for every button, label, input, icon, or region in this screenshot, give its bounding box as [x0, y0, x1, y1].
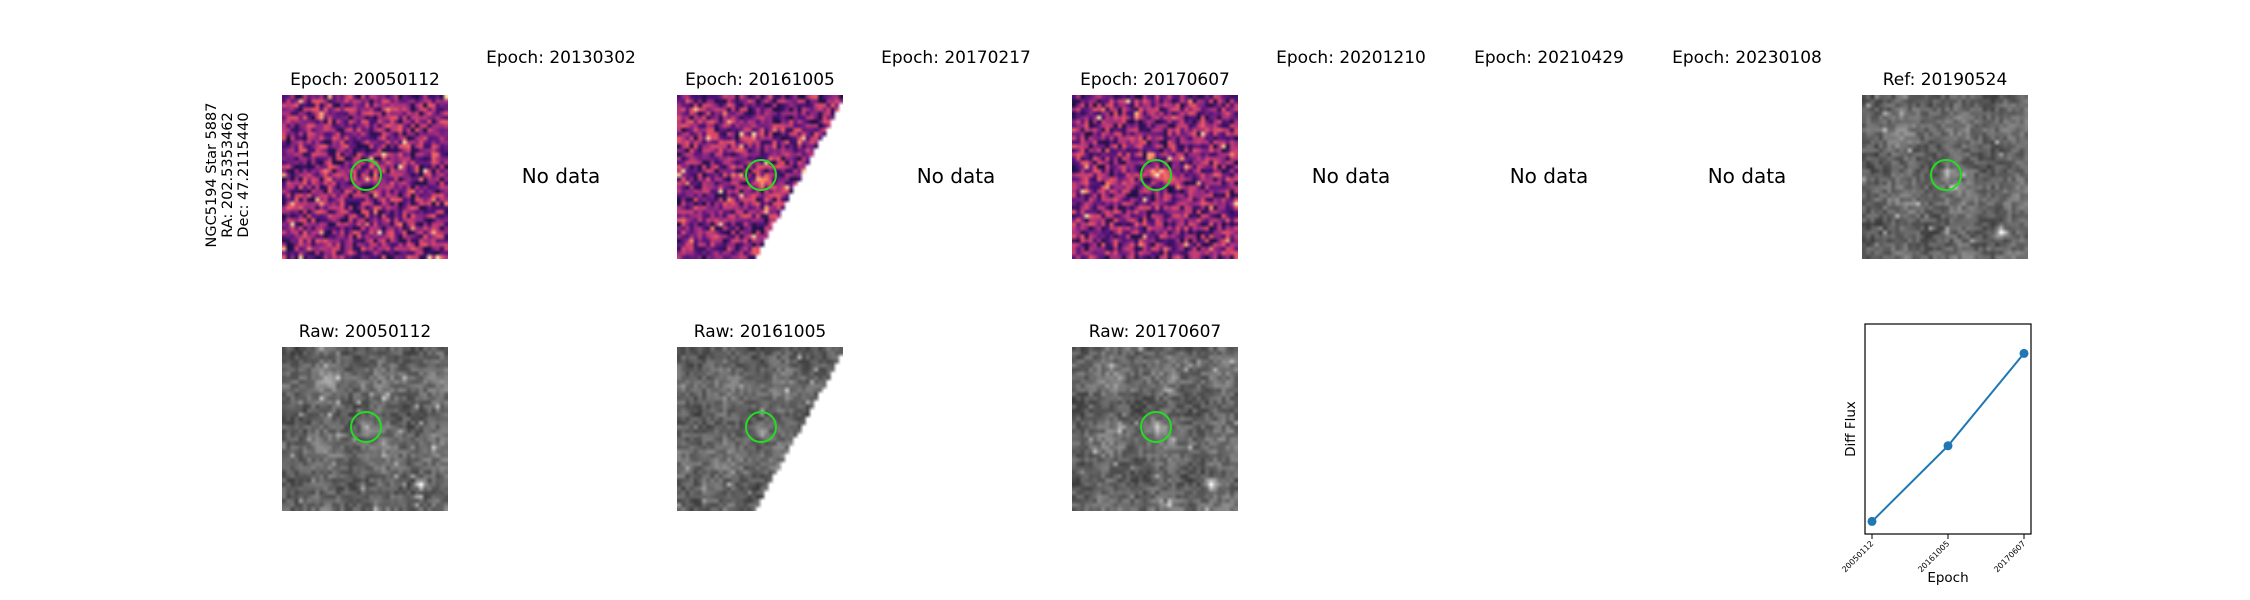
- aperture-circle: [1140, 411, 1172, 443]
- aperture-circle: [1140, 159, 1172, 191]
- data-point: [1943, 441, 1953, 451]
- y-axis-label: Diff Flux: [1843, 401, 1859, 457]
- x-tick-label: 20161005: [1916, 539, 1951, 574]
- raw-title-4: Raw: 20170607: [1088, 322, 1222, 342]
- diff-panel-20161005: [677, 95, 843, 259]
- epoch-title-0: Epoch: 20050112: [290, 70, 440, 90]
- data-point: [1867, 516, 1877, 526]
- epoch-title-4: Epoch: 20170607: [1080, 70, 1230, 90]
- epoch-title-1: Epoch: 20130302: [486, 48, 636, 68]
- sidelabel: NGC5194 Star 5887 RA: 202.5353462 Dec: 4…: [204, 103, 252, 248]
- ref-title: Ref: 20190524: [1882, 70, 2008, 90]
- epoch-title-5: Epoch: 20201210: [1276, 48, 1426, 68]
- raw-title-2: Raw: 20161005: [693, 322, 827, 342]
- x-tick-label: 20170607: [1992, 539, 2027, 574]
- target-ra: RA: 202.5353462: [220, 112, 236, 238]
- series-line: [1871, 352, 2025, 523]
- aperture-circle: [350, 411, 382, 443]
- x-tick-label: 20050112: [1840, 539, 1875, 574]
- no-data-label: No data: [1311, 164, 1391, 188]
- raw-panel-20161005: [677, 347, 843, 511]
- x-axis-label: Epoch: [1927, 570, 1968, 586]
- ref-panel: [1862, 95, 2028, 259]
- diff-panel-20050112: [282, 95, 448, 259]
- aperture-circle: [1930, 159, 1962, 191]
- no-data-label: No data: [1707, 164, 1787, 188]
- raw-panel-20170607: [1072, 347, 1238, 511]
- diff-panel-20170607: [1072, 95, 1238, 259]
- diff-flux-chart: 20050112 20161005 20170607 Epoch Diff Flux: [1840, 323, 2032, 586]
- data-point: [2019, 348, 2029, 358]
- no-data-label: No data: [1509, 164, 1589, 188]
- epoch-title-3: Epoch: 20170217: [881, 48, 1031, 68]
- aperture-circle: [350, 159, 382, 191]
- no-data-label: No data: [916, 164, 996, 188]
- no-data-label: No data: [521, 164, 601, 188]
- target-dec: Dec: 47.2115440: [236, 112, 252, 238]
- aperture-circle: [745, 411, 777, 443]
- target-name: NGC5194 Star 5887: [204, 102, 220, 248]
- aperture-circle: [745, 159, 777, 191]
- raw-title-0: Raw: 20050112: [298, 322, 432, 342]
- raw-panel-20050112: [282, 347, 448, 511]
- epoch-title-6: Epoch: 20210429: [1474, 48, 1624, 68]
- epoch-title-7: Epoch: 20230108: [1672, 48, 1822, 68]
- epoch-title-2: Epoch: 20161005: [685, 70, 835, 90]
